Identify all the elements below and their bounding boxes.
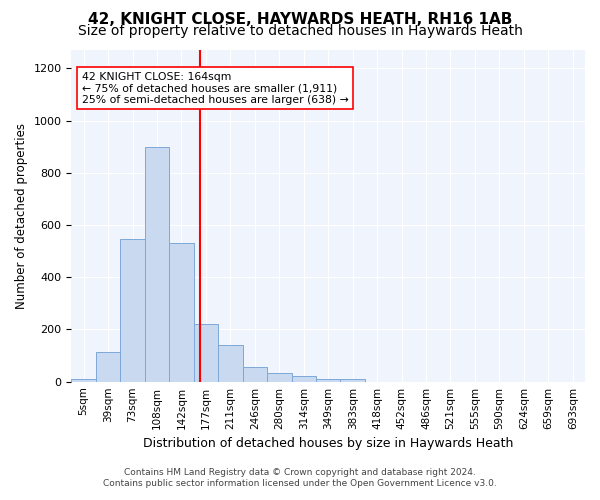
Text: 42, KNIGHT CLOSE, HAYWARDS HEATH, RH16 1AB: 42, KNIGHT CLOSE, HAYWARDS HEATH, RH16 1… bbox=[88, 12, 512, 28]
Text: Size of property relative to detached houses in Haywards Heath: Size of property relative to detached ho… bbox=[77, 24, 523, 38]
Bar bbox=[267, 372, 292, 382]
Text: 42 KNIGHT CLOSE: 164sqm
← 75% of detached houses are smaller (1,911)
25% of semi: 42 KNIGHT CLOSE: 164sqm ← 75% of detache… bbox=[82, 72, 349, 105]
Bar bbox=[121, 240, 145, 382]
Bar bbox=[96, 352, 121, 382]
Text: Contains HM Land Registry data © Crown copyright and database right 2024.
Contai: Contains HM Land Registry data © Crown c… bbox=[103, 468, 497, 487]
Bar bbox=[218, 345, 242, 382]
Bar bbox=[194, 324, 218, 382]
Bar bbox=[71, 379, 96, 382]
Bar bbox=[316, 379, 340, 382]
Bar bbox=[340, 379, 365, 382]
Y-axis label: Number of detached properties: Number of detached properties bbox=[15, 123, 28, 309]
X-axis label: Distribution of detached houses by size in Haywards Heath: Distribution of detached houses by size … bbox=[143, 437, 514, 450]
Bar bbox=[292, 376, 316, 382]
Bar bbox=[242, 368, 267, 382]
Bar bbox=[169, 244, 194, 382]
Bar bbox=[145, 146, 169, 382]
